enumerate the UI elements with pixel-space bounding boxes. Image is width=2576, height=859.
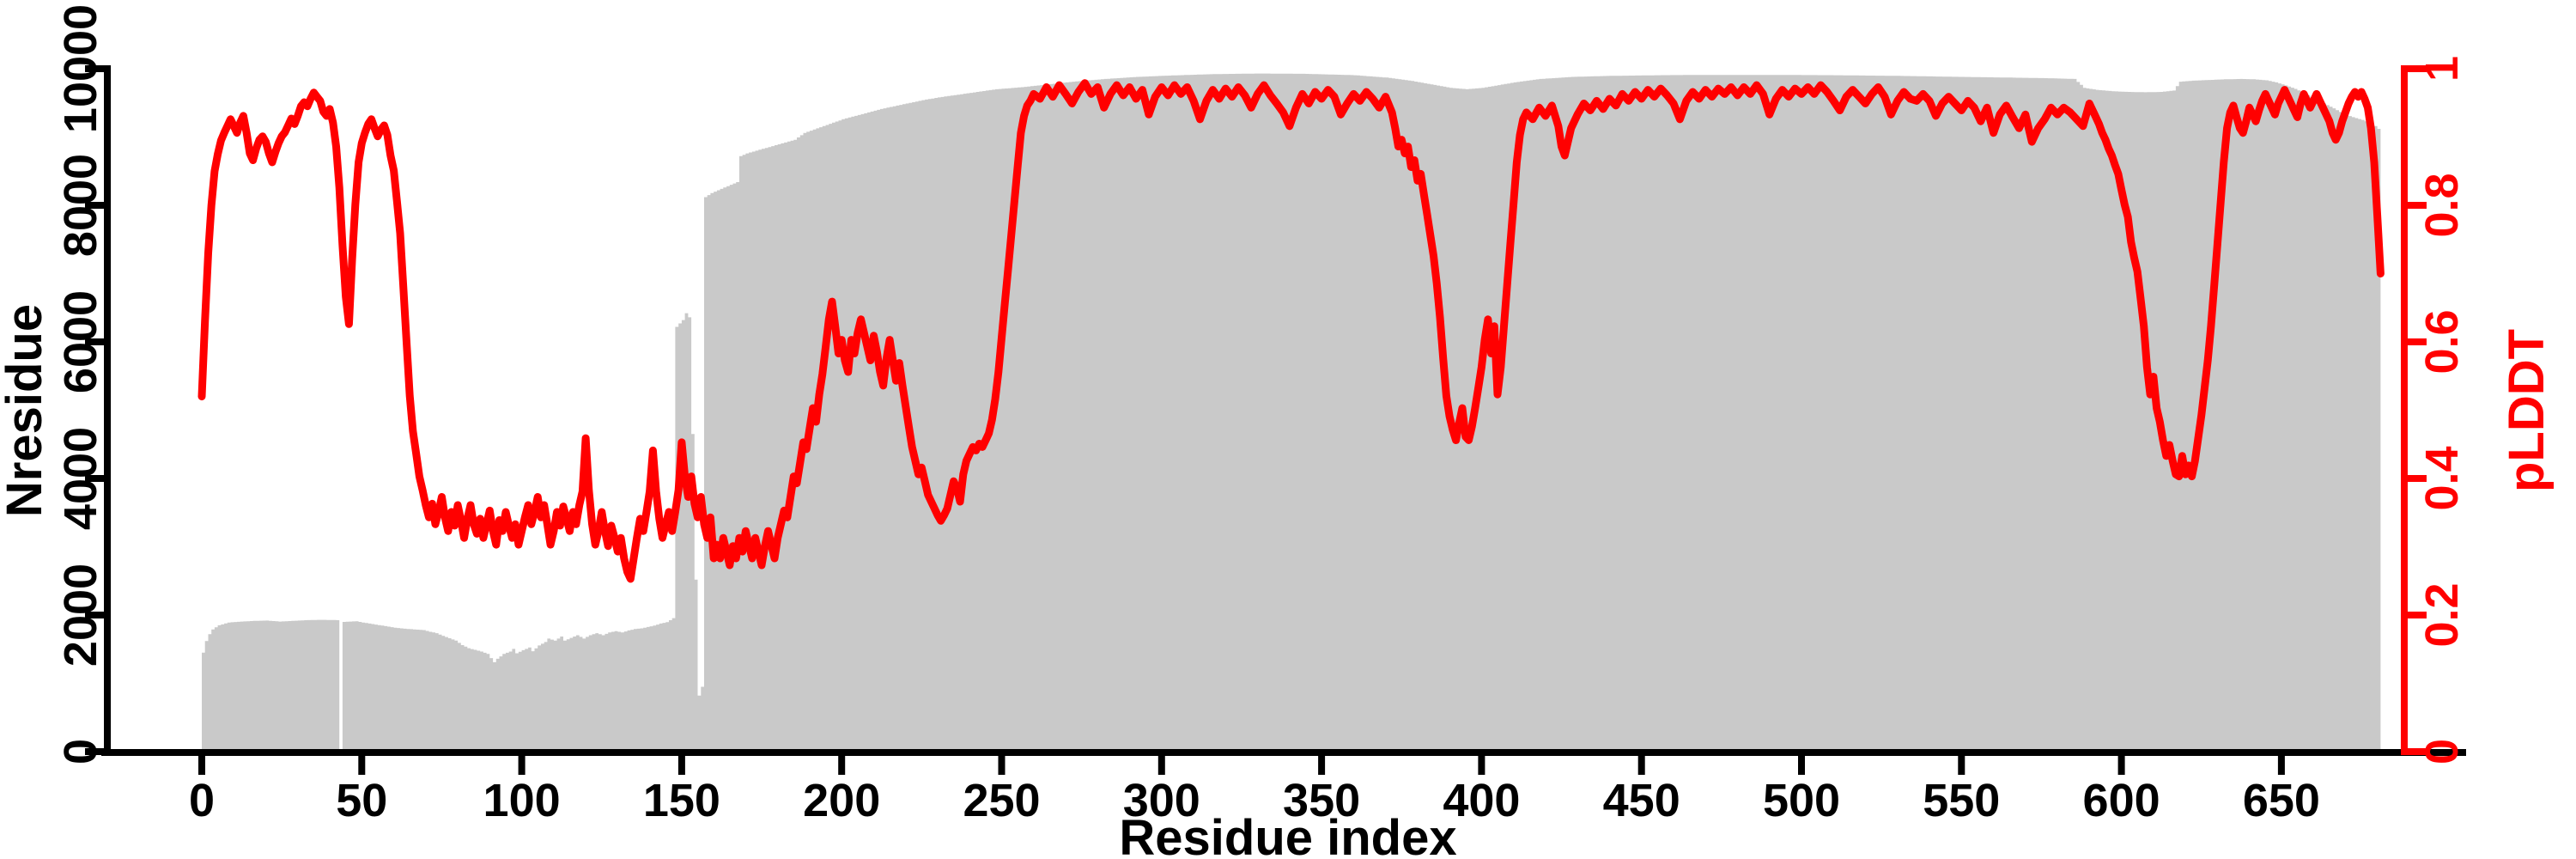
right-tick-label: 1: [2416, 56, 2468, 82]
x-tick-label: 450: [1603, 775, 1680, 826]
right-tick-label: 0: [2416, 739, 2468, 765]
axes: 0 50 100 150 200 250 300 350 400 450 500 550 600 6500…: [55, 4, 2468, 826]
x-axis-title: Residue index: [1119, 810, 1456, 859]
x-tick-label: 150: [643, 775, 720, 826]
right-axis-title: pLDDT: [2499, 329, 2555, 492]
x-tick-label: 400: [1443, 775, 1520, 826]
right-tick-label: 0.4: [2416, 446, 2468, 510]
left-tick-label: 2000: [55, 564, 106, 667]
x-tick-label: 650: [2243, 775, 2320, 826]
right-tick-label: 0.6: [2416, 309, 2468, 374]
x-tick-label: 300: [1123, 775, 1200, 826]
left-tick-label: 4000: [55, 427, 106, 530]
left-tick-label: 0: [55, 739, 106, 765]
x-tick-label: 250: [963, 775, 1040, 826]
x-tick-label: 50: [336, 775, 387, 826]
nresidue-area-series: [202, 73, 2381, 752]
x-tick-label: 500: [1763, 775, 1840, 826]
left-tick-label: 8000: [55, 154, 106, 257]
left-tick-label: 10000: [55, 4, 106, 133]
right-tick-label: 0.2: [2416, 582, 2468, 647]
x-tick-label: 600: [2083, 775, 2160, 826]
x-tick-label: 350: [1283, 775, 1360, 826]
plddt-line-series: [197, 79, 2385, 583]
x-tick-label: 200: [803, 775, 880, 826]
right-tick-label: 0.8: [2416, 173, 2468, 237]
x-tick-label: 550: [1923, 775, 2000, 826]
x-tick-label: 0: [189, 775, 215, 826]
left-axis-title: Nresidue: [0, 304, 52, 517]
x-tick-label: 100: [483, 775, 561, 826]
left-tick-label: 6000: [55, 290, 106, 393]
